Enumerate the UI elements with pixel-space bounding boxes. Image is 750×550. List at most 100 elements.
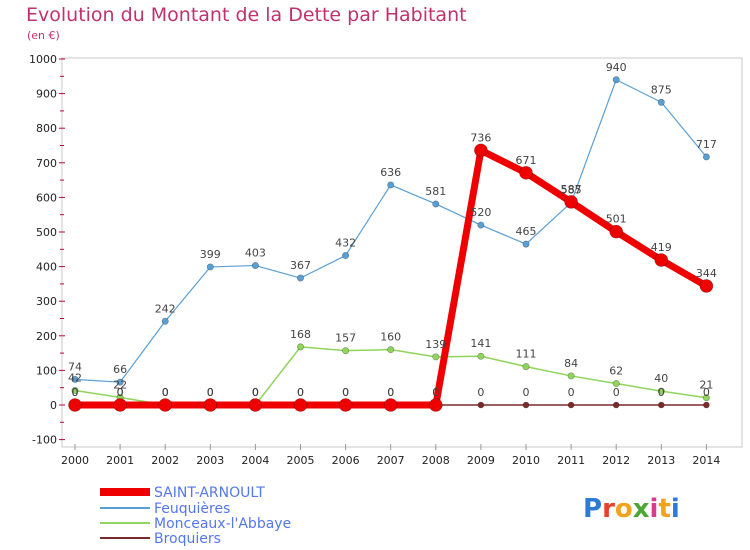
data-point-saint-arnoult [293, 398, 308, 412]
legend-label-broquiers: Broquiers [154, 531, 221, 547]
data-point-feuqui-res [477, 221, 485, 229]
x-tick-label: 2005 [287, 454, 315, 467]
data-point-feuqui-res [522, 240, 530, 248]
y-tick-label: 500 [36, 226, 57, 239]
data-label-feuqui-res: 717 [696, 138, 717, 151]
data-point-monceaux-l-abbaye [432, 353, 440, 361]
data-label-feuqui-res: 367 [290, 259, 311, 272]
x-tick-label: 2006 [332, 454, 360, 467]
legend-label-feuqui-res: Feuquières [154, 501, 230, 517]
data-label-monceaux-l-abbaye: 84 [564, 357, 578, 370]
y-tick-label: 800 [36, 122, 57, 135]
x-tick-label: 2001 [106, 454, 134, 467]
data-label-saint-arnoult: 587 [561, 183, 582, 196]
data-point-feuqui-res [71, 375, 79, 383]
data-point-monceaux-l-abbaye [387, 346, 395, 354]
data-point-monceaux-l-abbaye [657, 387, 665, 395]
data-label-feuqui-res: 242 [155, 302, 176, 315]
data-label-feuqui-res: 399 [200, 248, 221, 261]
data-point-saint-arnoult [158, 398, 172, 412]
y-tick-label: 200 [36, 330, 57, 343]
data-point-saint-arnoult [474, 143, 488, 158]
data-label-monceaux-l-abbaye: 0 [252, 386, 259, 399]
data-label-monceaux-l-abbaye: 139 [425, 338, 446, 351]
x-tick-label: 2013 [647, 454, 675, 467]
data-point-saint-arnoult [383, 398, 398, 412]
x-tick-label: 2014 [692, 454, 720, 467]
data-point-monceaux-l-abbaye [612, 380, 620, 388]
data-label-saint-arnoult: 671 [516, 154, 537, 167]
data-point-feuqui-res [251, 262, 259, 270]
data-label-broquiers: 0 [342, 386, 349, 399]
y-tick-label: -100 [32, 434, 57, 447]
x-tick-label: 2007 [377, 454, 405, 467]
x-tick-label: 2010 [512, 454, 540, 467]
data-label-saint-arnoult: 0 [252, 386, 259, 399]
data-label-broquiers: 0 [252, 386, 259, 399]
data-point-broquiers [477, 401, 485, 409]
data-label-saint-arnoult: 0 [387, 386, 394, 399]
data-label-saint-arnoult: 501 [606, 213, 627, 226]
data-point-saint-arnoult [113, 398, 127, 412]
data-label-feuqui-res: 875 [651, 83, 672, 96]
data-label-feuqui-res: 940 [606, 61, 627, 74]
data-label-monceaux-l-abbaye: 62 [609, 365, 623, 378]
data-point-feuqui-res [702, 153, 710, 161]
data-point-feuqui-res [342, 252, 350, 260]
data-label-broquiers: 0 [658, 386, 665, 399]
data-point-monceaux-l-abbaye [296, 343, 304, 351]
data-point-feuqui-res [116, 378, 124, 386]
data-point-monceaux-l-abbaye [567, 372, 575, 380]
y-tick-label: 300 [36, 295, 57, 308]
data-point-feuqui-res [657, 98, 665, 106]
data-label-monceaux-l-abbaye: 157 [335, 332, 356, 345]
data-label-monceaux-l-abbaye: 0 [162, 386, 169, 399]
data-label-monceaux-l-abbaye: 141 [470, 337, 491, 350]
data-label-saint-arnoult: 0 [117, 386, 124, 399]
data-label-saint-arnoult: 0 [72, 386, 79, 399]
data-label-broquiers: 0 [72, 386, 79, 399]
data-label-feuqui-res: 74 [68, 360, 82, 373]
data-point-monceaux-l-abbaye [342, 347, 350, 355]
proxiti-logo: Proxiti [583, 494, 680, 524]
data-label-monceaux-l-abbaye: 21 [699, 379, 713, 392]
data-label-broquiers: 0 [162, 386, 169, 399]
data-label-saint-arnoult: 344 [696, 267, 717, 280]
data-label-broquiers: 0 [207, 386, 214, 399]
legend-label-monceaux-l-abbaye: Monceaux-l'Abbaye [154, 516, 291, 532]
y-tick-label: 0 [50, 399, 57, 412]
x-tick-label: 2011 [557, 454, 585, 467]
chart-subtitle: (en €) [27, 29, 60, 42]
data-label-saint-arnoult: 0 [207, 386, 214, 399]
x-tick-label: 2002 [151, 454, 179, 467]
data-point-feuqui-res [206, 263, 214, 271]
data-point-feuqui-res [612, 76, 620, 84]
y-tick-label: 100 [36, 364, 57, 377]
data-label-feuqui-res: 465 [516, 225, 537, 238]
data-point-monceaux-l-abbaye [71, 386, 79, 394]
data-label-monceaux-l-abbaye: 160 [380, 331, 401, 344]
data-label-broquiers: 0 [523, 386, 530, 399]
data-point-saint-arnoult [519, 166, 533, 180]
data-point-feuqui-res [296, 274, 304, 282]
data-point-saint-arnoult [203, 398, 218, 412]
y-tick-label: 400 [36, 261, 57, 274]
data-label-broquiers: 0 [117, 386, 124, 399]
data-label-saint-arnoult: 0 [297, 386, 304, 399]
data-label-broquiers: 0 [613, 386, 620, 399]
data-label-monceaux-l-abbaye: 0 [207, 386, 214, 399]
data-point-broquiers [522, 401, 530, 409]
chart-title: Evolution du Montant de la Dette par Hab… [26, 4, 467, 26]
data-point-broquiers [612, 401, 620, 409]
y-tick-label: 700 [36, 157, 57, 170]
x-tick-label: 2004 [241, 454, 269, 467]
y-tick-label: 600 [36, 191, 57, 204]
data-label-broquiers: 0 [568, 386, 575, 399]
data-point-saint-arnoult [564, 195, 578, 209]
data-label-saint-arnoult: 0 [162, 386, 169, 399]
data-point-saint-arnoult [428, 398, 443, 412]
data-label-feuqui-res: 432 [335, 237, 356, 250]
data-label-feuqui-res: 581 [425, 185, 446, 198]
